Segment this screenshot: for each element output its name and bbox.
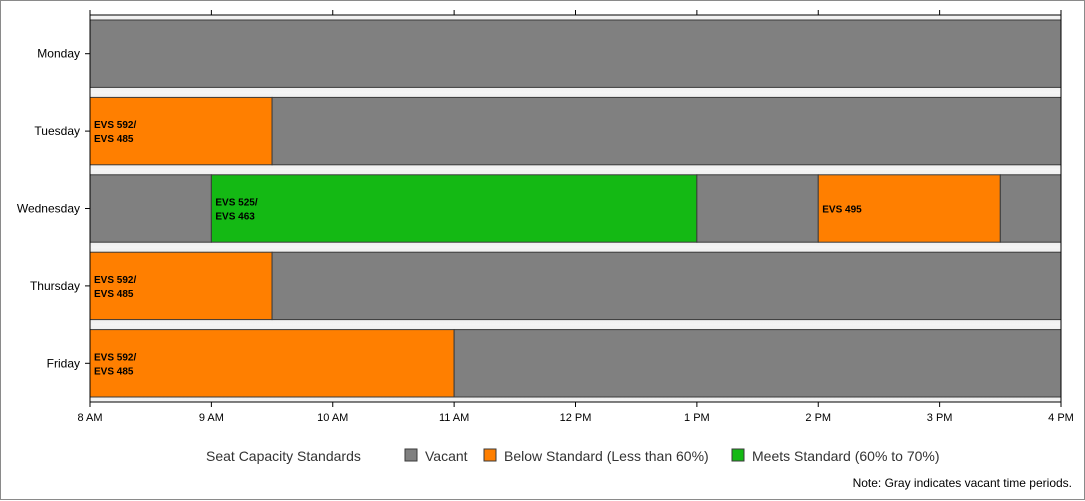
legend-label-below: Below Standard (Less than 60%) bbox=[504, 448, 709, 464]
legend-swatch-below bbox=[483, 448, 497, 462]
bar-label: EVS 495 bbox=[822, 205, 862, 216]
footnote: Note: Gray indicates vacant time periods… bbox=[853, 476, 1072, 490]
bar-label: EVS 592/EVS 485 bbox=[94, 352, 136, 377]
y-tick-label: Thursday bbox=[30, 279, 80, 293]
y-tick-label: Tuesday bbox=[34, 124, 80, 138]
legend-swatch-vacant bbox=[404, 448, 418, 462]
legend: Seat Capacity Standards Vacant Below Stan… bbox=[206, 448, 940, 464]
bar-segment-vacant bbox=[89, 174, 212, 243]
x-tick-label: 2 PM bbox=[805, 412, 831, 424]
x-tick-label: 9 AM bbox=[199, 412, 224, 424]
bar-segment-below bbox=[89, 329, 455, 398]
y-tick-label: Monday bbox=[37, 47, 80, 61]
bar-segment-vacant bbox=[89, 19, 1062, 88]
bars: EVS 592/EVS 485 EVS 525/EVS 463 EVS 495 EVS… bbox=[89, 19, 1062, 398]
bar-segment-vacant bbox=[696, 174, 819, 243]
bar-segment-below bbox=[89, 251, 273, 321]
legend-swatch-meets bbox=[731, 448, 745, 462]
x-tick-label: 1 PM bbox=[684, 412, 710, 424]
x-tick-label: 4 PM bbox=[1048, 412, 1074, 424]
x-tick-label: 8 AM bbox=[77, 412, 102, 424]
bar-segment-vacant bbox=[271, 251, 1062, 321]
bar-segment-vacant bbox=[271, 96, 1062, 166]
bar-segment-vacant bbox=[453, 329, 1062, 398]
bar-segment-below bbox=[89, 96, 273, 166]
x-tick-label: 10 AM bbox=[317, 412, 348, 424]
bar-label: EVS 592/EVS 485 bbox=[94, 275, 136, 300]
legend-label-vacant: Vacant bbox=[425, 448, 468, 464]
y-tick-label: Wednesday bbox=[17, 202, 80, 216]
x-tick-label: 3 PM bbox=[927, 412, 953, 424]
legend-label-meets: Meets Standard (60% to 70%) bbox=[752, 448, 940, 464]
x-tick-label: 12 PM bbox=[560, 412, 592, 424]
bar-segment-meets bbox=[210, 174, 698, 243]
bar-segment-below bbox=[817, 174, 1001, 243]
bar-segment-vacant bbox=[999, 174, 1062, 243]
x-tick-label: 11 AM bbox=[439, 412, 469, 424]
legend-title: Seat Capacity Standards bbox=[206, 448, 361, 464]
bar-label: EVS 592/EVS 485 bbox=[94, 120, 136, 145]
axes: Monday Tuesday Wednesday Thursday Friday 8 AM… bbox=[17, 10, 1074, 424]
bar-label: EVS 525/EVS 463 bbox=[215, 198, 257, 223]
y-tick-label: Friday bbox=[47, 356, 80, 370]
